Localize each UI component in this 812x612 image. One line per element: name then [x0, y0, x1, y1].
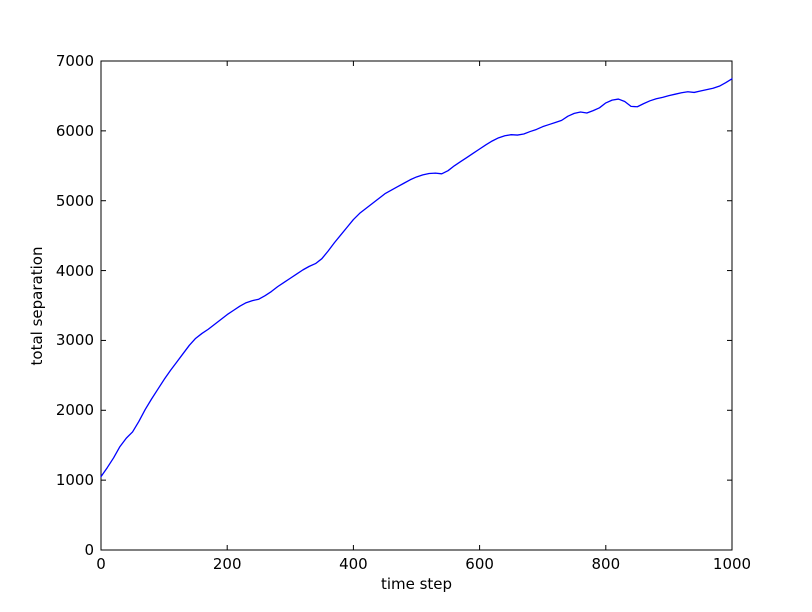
y-tick-label: 7000 [55, 52, 94, 70]
y-tick-label: 1000 [55, 471, 94, 490]
x-axis-label: time step [380, 575, 453, 593]
y-tick-label: 5000 [55, 191, 94, 210]
y-tick-label: 3000 [55, 331, 94, 350]
x-tick-label: 0 [96, 555, 106, 573]
plot-frame [100, 60, 733, 551]
x-tick-label: 600 [465, 555, 494, 573]
y-tick-label: 4000 [55, 261, 94, 280]
series-line [100, 78, 733, 478]
y-tick-label: 2000 [55, 401, 94, 420]
y-tick-label: 6000 [55, 121, 94, 140]
x-tick-label: 1000 [712, 555, 752, 573]
x-tick-label: 200 [212, 555, 242, 573]
x-tick-label: 400 [339, 555, 368, 573]
y-tick-label: 0 [84, 541, 94, 559]
x-tick-label: 800 [591, 555, 621, 573]
